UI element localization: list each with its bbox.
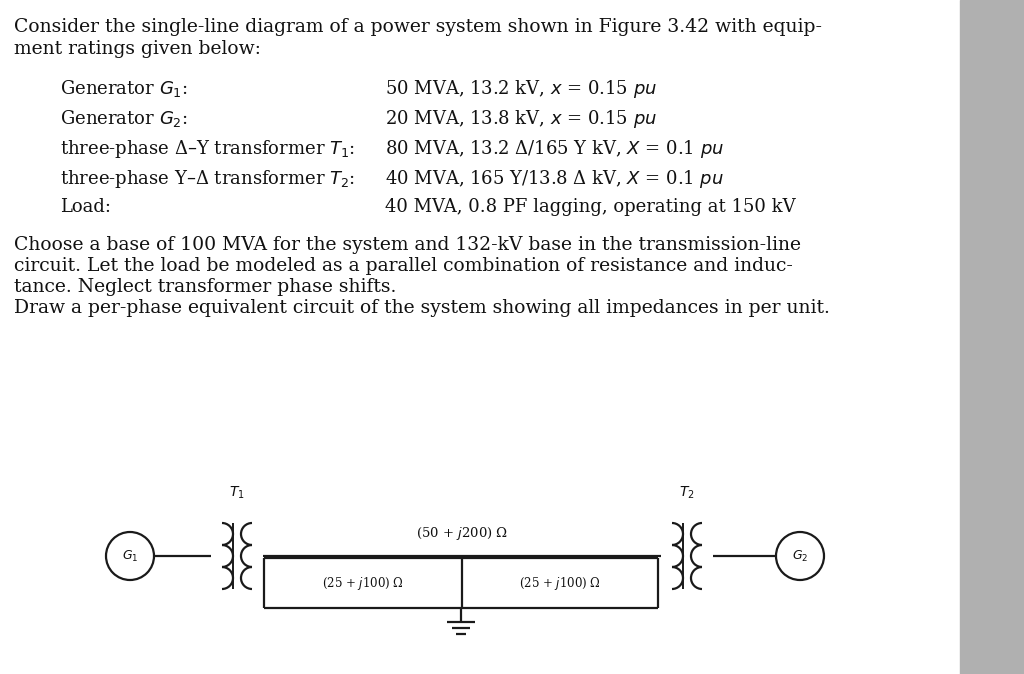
Text: $G_2$: $G_2$ xyxy=(792,549,808,563)
Text: three-phase Δ–Y transformer $T_1$:: three-phase Δ–Y transformer $T_1$: xyxy=(60,138,355,160)
Text: (25 + $j$100) Ω: (25 + $j$100) Ω xyxy=(519,574,601,592)
Text: (25 + $j$100) Ω: (25 + $j$100) Ω xyxy=(323,574,403,592)
Text: 40 MVA, 0.8 PF lagging, operating at 150 kV: 40 MVA, 0.8 PF lagging, operating at 150… xyxy=(385,198,796,216)
Text: 40 MVA, 165 Y/13.8 Δ kV, $X$ = 0.1 $pu$: 40 MVA, 165 Y/13.8 Δ kV, $X$ = 0.1 $pu$ xyxy=(385,168,724,190)
Text: 50 MVA, 13.2 kV, $x$ = 0.15 $pu$: 50 MVA, 13.2 kV, $x$ = 0.15 $pu$ xyxy=(385,78,657,100)
Bar xyxy=(961,0,1024,674)
Text: tance. Neglect transformer phase shifts.: tance. Neglect transformer phase shifts. xyxy=(14,278,396,296)
Text: Generator $G_1$:: Generator $G_1$: xyxy=(60,78,187,99)
Text: (50 + $j$200) Ω: (50 + $j$200) Ω xyxy=(416,525,508,542)
Text: $G_1$: $G_1$ xyxy=(122,549,138,563)
Text: 80 MVA, 13.2 Δ/165 Y kV, $X$ = 0.1 $pu$: 80 MVA, 13.2 Δ/165 Y kV, $X$ = 0.1 $pu$ xyxy=(385,138,724,160)
Text: three-phase Y–Δ transformer $T_2$:: three-phase Y–Δ transformer $T_2$: xyxy=(60,168,355,190)
Text: $T_1$: $T_1$ xyxy=(229,485,245,501)
Text: Load:: Load: xyxy=(60,198,111,216)
Text: 20 MVA, 13.8 kV, $x$ = 0.15 $pu$: 20 MVA, 13.8 kV, $x$ = 0.15 $pu$ xyxy=(385,108,657,130)
Text: Consider the single-line diagram of a power system shown in Figure 3.42 with equ: Consider the single-line diagram of a po… xyxy=(14,18,822,36)
Text: Generator $G_2$:: Generator $G_2$: xyxy=(60,108,187,129)
Text: Draw a per-phase equivalent circuit of the system showing all impedances in per : Draw a per-phase equivalent circuit of t… xyxy=(14,299,829,317)
Text: circuit. Let the load be modeled as a parallel combination of resistance and ind: circuit. Let the load be modeled as a pa… xyxy=(14,257,793,275)
Text: Choose a base of 100 MVA for the system and 132-kV base in the transmission-line: Choose a base of 100 MVA for the system … xyxy=(14,236,801,254)
Text: $T_2$: $T_2$ xyxy=(679,485,695,501)
Text: ment ratings given below:: ment ratings given below: xyxy=(14,40,261,58)
